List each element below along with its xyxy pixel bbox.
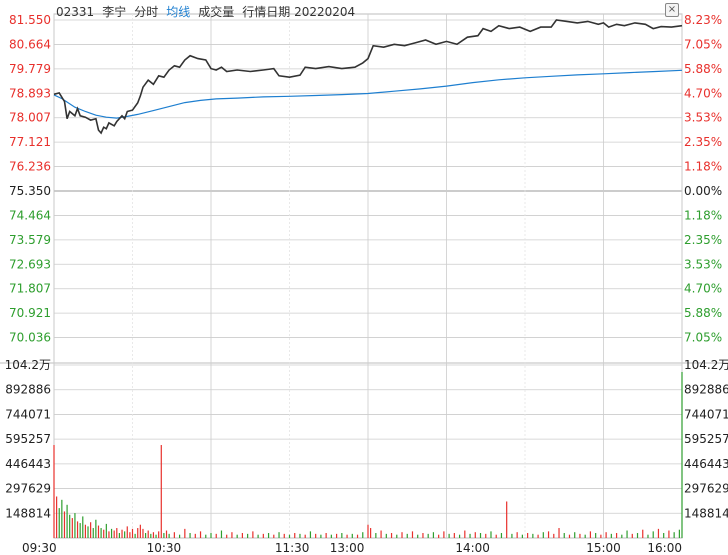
pct-tick-label: 1.18%: [684, 160, 722, 174]
volume-tick-label-right: 892886: [684, 383, 728, 397]
volume-tick-label: 744071: [5, 407, 51, 421]
price-line: [53, 19, 683, 135]
price-tick-label: 70.036: [9, 331, 51, 345]
time-tick-label: 16:00: [647, 541, 682, 555]
time-tick-label: 11:30: [275, 541, 310, 555]
volume-tick-label: 297629: [5, 482, 51, 496]
pct-tick-label: 5.88%: [684, 306, 722, 320]
volume-tick-label-right: 297629: [684, 482, 728, 496]
time-tick-label: 09:30: [22, 541, 57, 555]
volume-tick-label: 892886: [5, 383, 51, 397]
close-icon[interactable]: ×: [665, 3, 679, 17]
volume-tick-label-right: 104.2万: [684, 358, 728, 372]
price-tick-label: 79.779: [9, 62, 51, 76]
price-tick-label: 73.579: [9, 233, 51, 247]
price-tick-label: 76.236: [9, 160, 51, 174]
price-tick-label: 77.121: [9, 135, 51, 149]
volume-tick-label-right: 744071: [684, 407, 728, 421]
volume-tick-label-right: 446443: [684, 457, 728, 471]
time-tick-label: 15:00: [586, 541, 621, 555]
pct-tick-label: 7.05%: [684, 37, 722, 51]
pct-tick-label: 4.70%: [684, 86, 722, 100]
price-tick-label: 78.893: [9, 86, 51, 100]
volume-tick-label: 446443: [5, 457, 51, 471]
price-tick-label: 72.693: [9, 257, 51, 271]
average-price-line: [53, 69, 683, 119]
pct-tick-label: 1.18%: [684, 208, 722, 222]
pct-tick-label: 2.35%: [684, 135, 722, 149]
stock-name: 李宁: [102, 5, 127, 19]
time-tick-label: 14:00: [455, 541, 490, 555]
mode-label[interactable]: 分时: [134, 5, 159, 19]
stock-code: 02331: [56, 5, 95, 19]
price-tick-label: 71.807: [9, 282, 51, 296]
pct-tick-label: 3.53%: [684, 257, 722, 271]
ma-label[interactable]: 均线: [166, 5, 191, 19]
price-tick-label: 74.464: [9, 208, 51, 222]
volume-tick-label-right: 148814: [684, 506, 728, 520]
pct-tick-label: 4.70%: [684, 282, 722, 296]
pct-tick-label: 7.05%: [684, 331, 722, 345]
volume-tick-label-right: 595257: [684, 432, 728, 446]
pct-tick-label: 2.35%: [684, 233, 722, 247]
pct-tick-label: 8.23%: [684, 13, 722, 27]
date-label: 行情日期 20220204: [242, 5, 356, 19]
time-tick-label: 10:30: [147, 541, 182, 555]
pct-tick-label: 3.53%: [684, 111, 722, 125]
price-tick-label: 80.664: [9, 37, 51, 51]
pct-tick-label: 5.88%: [684, 62, 722, 76]
volume-tick-label: 595257: [5, 432, 51, 446]
volume-tick-label: 148814: [5, 506, 51, 520]
price-tick-label: 78.007: [9, 111, 51, 125]
time-tick-label: 13:00: [330, 541, 365, 555]
chart-header: 02331 李宁 分时 均线 成交量 行情日期 20220204: [56, 3, 363, 20]
volume-label[interactable]: 成交量: [198, 5, 235, 19]
price-tick-label: 81.550: [9, 13, 51, 27]
volume-tick-label: 104.2万: [5, 358, 51, 372]
pct-tick-label: 0.00%: [684, 184, 722, 198]
price-tick-label: 70.921: [9, 306, 51, 320]
price-tick-label: 75.350: [9, 184, 51, 198]
